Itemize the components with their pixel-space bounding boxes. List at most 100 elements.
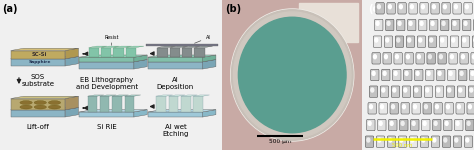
FancyBboxPatch shape xyxy=(442,3,450,14)
FancyBboxPatch shape xyxy=(456,103,465,114)
Polygon shape xyxy=(146,44,218,46)
FancyBboxPatch shape xyxy=(459,69,467,81)
Polygon shape xyxy=(10,51,65,59)
Text: EB Lithography
and Development: EB Lithography and Development xyxy=(75,77,138,90)
FancyBboxPatch shape xyxy=(392,86,400,97)
Circle shape xyxy=(405,71,408,75)
Circle shape xyxy=(444,138,447,142)
Text: (a): (a) xyxy=(2,4,18,15)
FancyBboxPatch shape xyxy=(402,86,410,97)
Circle shape xyxy=(444,5,447,9)
Circle shape xyxy=(410,5,413,9)
FancyBboxPatch shape xyxy=(439,36,447,47)
Circle shape xyxy=(238,17,346,133)
Circle shape xyxy=(450,55,453,59)
Circle shape xyxy=(20,105,32,109)
Circle shape xyxy=(468,105,472,109)
FancyBboxPatch shape xyxy=(424,86,433,97)
Polygon shape xyxy=(156,96,166,112)
FancyBboxPatch shape xyxy=(378,119,386,131)
Polygon shape xyxy=(80,55,147,57)
Polygon shape xyxy=(169,96,178,112)
Circle shape xyxy=(378,138,381,142)
Circle shape xyxy=(466,138,469,142)
Circle shape xyxy=(455,138,458,142)
FancyBboxPatch shape xyxy=(398,3,406,14)
FancyBboxPatch shape xyxy=(372,53,380,64)
FancyBboxPatch shape xyxy=(413,86,422,97)
Circle shape xyxy=(463,38,465,42)
Polygon shape xyxy=(65,48,78,59)
Polygon shape xyxy=(112,95,128,96)
FancyBboxPatch shape xyxy=(423,103,431,114)
Polygon shape xyxy=(125,95,141,96)
FancyBboxPatch shape xyxy=(379,103,387,114)
Text: Al wet
Etching: Al wet Etching xyxy=(162,124,189,137)
Polygon shape xyxy=(126,48,136,57)
Polygon shape xyxy=(182,46,201,48)
FancyBboxPatch shape xyxy=(442,136,451,147)
Text: Al: Al xyxy=(194,35,211,43)
Polygon shape xyxy=(148,112,202,117)
Circle shape xyxy=(434,121,437,125)
Polygon shape xyxy=(156,95,173,96)
Circle shape xyxy=(404,88,407,92)
Circle shape xyxy=(452,38,455,42)
Circle shape xyxy=(447,105,449,109)
Circle shape xyxy=(389,5,392,9)
Circle shape xyxy=(372,71,375,75)
Polygon shape xyxy=(157,46,176,48)
Polygon shape xyxy=(193,96,203,112)
Circle shape xyxy=(394,71,397,75)
FancyBboxPatch shape xyxy=(434,103,442,114)
FancyBboxPatch shape xyxy=(380,86,389,97)
FancyBboxPatch shape xyxy=(426,69,434,81)
Polygon shape xyxy=(134,60,147,69)
FancyBboxPatch shape xyxy=(371,69,379,81)
FancyBboxPatch shape xyxy=(412,103,420,114)
Polygon shape xyxy=(101,48,111,57)
Circle shape xyxy=(384,55,387,59)
Polygon shape xyxy=(169,95,185,96)
Circle shape xyxy=(386,38,389,42)
Circle shape xyxy=(392,105,394,109)
Polygon shape xyxy=(113,48,124,57)
Polygon shape xyxy=(202,110,216,117)
Polygon shape xyxy=(182,48,192,57)
Circle shape xyxy=(436,105,438,109)
FancyBboxPatch shape xyxy=(387,3,395,14)
Circle shape xyxy=(439,55,442,59)
FancyBboxPatch shape xyxy=(467,103,474,114)
Polygon shape xyxy=(10,59,65,66)
Text: (c): (c) xyxy=(368,4,383,15)
FancyBboxPatch shape xyxy=(452,19,460,31)
Circle shape xyxy=(423,121,426,125)
Circle shape xyxy=(397,38,400,42)
FancyBboxPatch shape xyxy=(373,36,382,47)
Circle shape xyxy=(401,121,404,125)
Polygon shape xyxy=(80,110,147,112)
Text: SOS
substrate: SOS substrate xyxy=(21,74,55,87)
FancyBboxPatch shape xyxy=(384,36,392,47)
FancyBboxPatch shape xyxy=(438,53,447,64)
FancyBboxPatch shape xyxy=(453,3,461,14)
FancyBboxPatch shape xyxy=(437,69,445,81)
FancyBboxPatch shape xyxy=(369,86,378,97)
FancyBboxPatch shape xyxy=(447,86,455,97)
Bar xyxy=(299,3,358,42)
FancyBboxPatch shape xyxy=(367,119,375,131)
Circle shape xyxy=(398,21,401,25)
Circle shape xyxy=(431,21,434,25)
Polygon shape xyxy=(88,96,97,112)
Circle shape xyxy=(437,88,440,92)
Circle shape xyxy=(407,55,410,59)
Circle shape xyxy=(408,38,410,42)
Polygon shape xyxy=(10,57,78,59)
FancyBboxPatch shape xyxy=(450,36,459,47)
Circle shape xyxy=(462,55,465,59)
Polygon shape xyxy=(100,95,116,96)
Circle shape xyxy=(442,21,445,25)
Circle shape xyxy=(376,21,379,25)
Circle shape xyxy=(464,21,467,25)
Circle shape xyxy=(370,105,373,109)
